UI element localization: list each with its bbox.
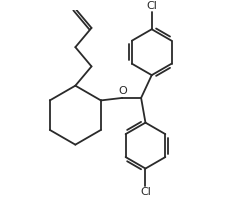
Text: Cl: Cl <box>146 1 157 11</box>
Text: O: O <box>118 86 127 96</box>
Text: Cl: Cl <box>140 187 151 197</box>
